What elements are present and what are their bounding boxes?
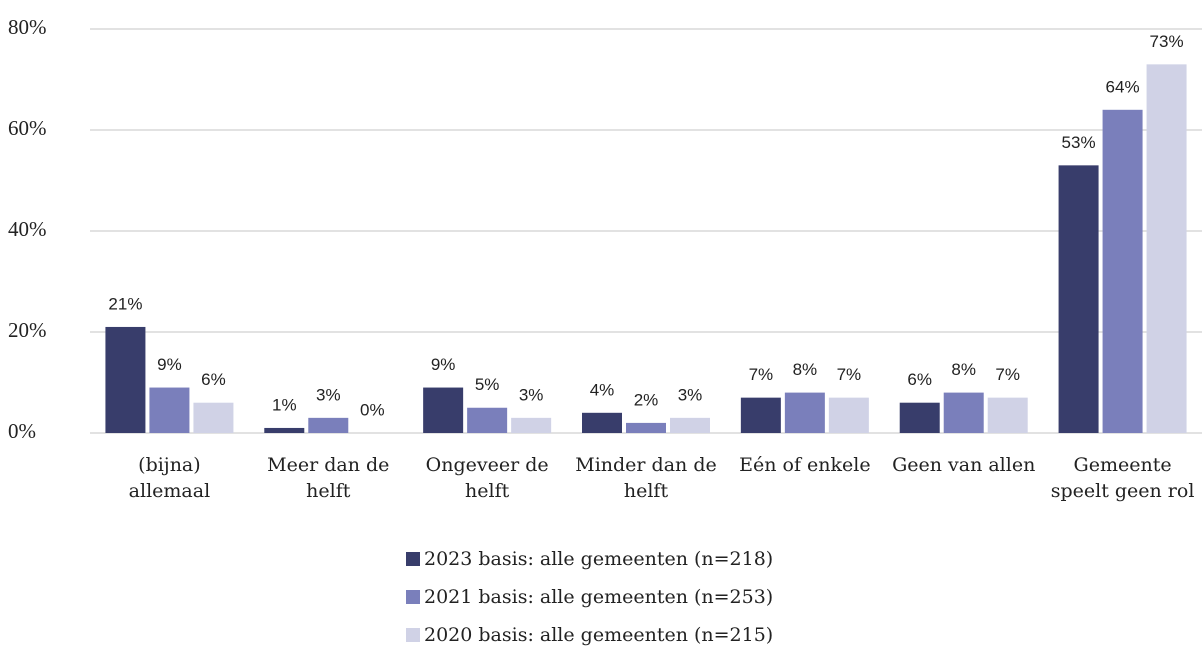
y-tick-label: 40%	[8, 217, 47, 241]
legend-label: 2023 basis: alle gemeenten (n=218)	[424, 548, 774, 570]
legend-swatch	[406, 552, 420, 566]
value-label: 53%	[1062, 133, 1096, 152]
value-label: 7%	[995, 365, 1020, 384]
value-label: 4%	[590, 380, 615, 399]
value-label: 6%	[201, 370, 226, 389]
x-tick-label: Minder dan de helft	[575, 454, 717, 502]
bar	[1058, 165, 1099, 433]
bar	[740, 397, 781, 433]
x-tick-label: Eén of enkele	[739, 454, 871, 476]
bar	[784, 392, 825, 433]
y-tick-label: 80%	[8, 15, 47, 39]
legend-label: 2021 basis: alle gemeenten (n=253)	[424, 586, 774, 608]
x-tick-label: Gemeente speelt geen rol	[1050, 454, 1195, 502]
value-label: 7%	[837, 365, 862, 384]
bar	[511, 417, 552, 433]
bar	[626, 422, 666, 433]
value-label: 73%	[1150, 32, 1184, 51]
value-label: 9%	[431, 355, 456, 374]
bar	[828, 397, 869, 433]
bar	[670, 417, 710, 433]
value-label: 3%	[519, 385, 544, 404]
value-label: 3%	[316, 385, 341, 404]
x-tick-label: (bijna) allemaal	[128, 454, 211, 502]
bar	[193, 402, 234, 433]
bar	[582, 412, 622, 433]
value-label: 6%	[907, 370, 932, 389]
x-tick-label: Meer dan de helft	[267, 454, 390, 502]
legend-item: 2021 basis: alle gemeenten (n=253)	[406, 586, 773, 608]
legend-item: 2020 basis: alle gemeenten (n=215)	[406, 624, 773, 646]
bar	[149, 387, 190, 433]
bar	[264, 427, 305, 433]
value-label: 64%	[1106, 77, 1140, 96]
bar	[899, 402, 940, 433]
y-tick-label: 20%	[8, 318, 47, 342]
bar	[943, 392, 984, 433]
legend-item: 2023 basis: alle gemeenten (n=218)	[406, 548, 773, 570]
bar	[467, 407, 508, 433]
y-tick-label: 60%	[8, 116, 47, 140]
value-label: 0%	[360, 400, 385, 419]
value-label: 5%	[475, 375, 500, 394]
value-label: 21%	[108, 294, 142, 313]
x-tick-label: Ongeveer de helft	[425, 454, 549, 502]
value-label: 9%	[157, 355, 182, 374]
bar	[987, 397, 1028, 433]
bar	[308, 417, 349, 433]
legend-swatch	[406, 628, 420, 642]
bar	[1146, 64, 1187, 433]
legend-swatch	[406, 590, 420, 604]
value-label: 3%	[678, 385, 703, 404]
value-label: 1%	[272, 395, 297, 414]
bar	[105, 326, 146, 433]
legend-label: 2020 basis: alle gemeenten (n=215)	[424, 624, 774, 646]
value-label: 8%	[951, 360, 976, 379]
bar	[1102, 109, 1143, 434]
x-tick-label: Geen van allen	[892, 454, 1036, 476]
value-label: 2%	[634, 390, 659, 409]
bar	[423, 387, 464, 433]
value-label: 7%	[749, 365, 774, 384]
y-tick-label: 0%	[8, 419, 36, 443]
value-label: 8%	[793, 360, 818, 379]
